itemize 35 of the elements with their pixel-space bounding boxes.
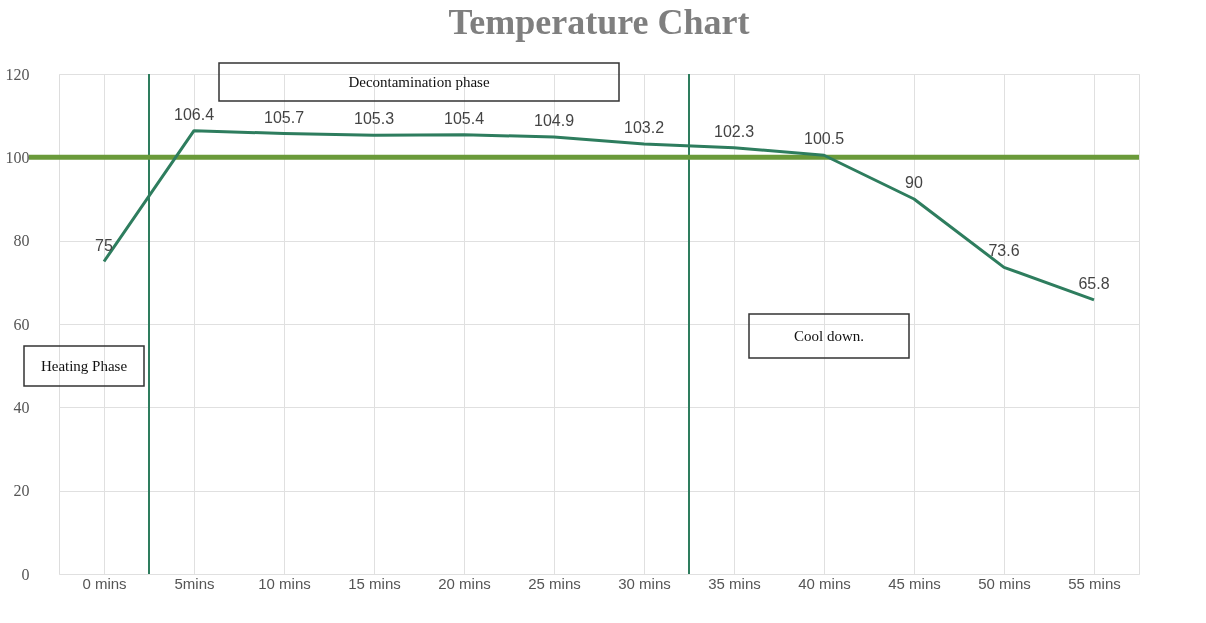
x-tick-label: 0 mins bbox=[82, 574, 127, 592]
data-label: 106.4 bbox=[173, 105, 215, 123]
data-label: 102.3 bbox=[713, 122, 755, 140]
data-label: 105.4 bbox=[443, 109, 485, 127]
data-label: 65.8 bbox=[1078, 274, 1110, 292]
x-tick-label: 10 mins bbox=[258, 574, 311, 592]
data-label: 73.6 bbox=[988, 242, 1020, 260]
x-tick-label: 35 mins bbox=[708, 574, 761, 592]
x-tick-label: 50 mins bbox=[978, 574, 1031, 592]
y-tick-label: 20 bbox=[13, 482, 30, 500]
x-tick-label: 20 mins bbox=[438, 574, 491, 592]
x-tick-label: 45 mins bbox=[888, 574, 941, 592]
data-label: 105.3 bbox=[353, 110, 395, 128]
data-label: 105.7 bbox=[263, 108, 305, 126]
data-label: 100.5 bbox=[803, 130, 845, 148]
data-label: 75 bbox=[95, 236, 113, 254]
data-label: 103.2 bbox=[623, 119, 665, 136]
annotation: Heating Phase bbox=[40, 358, 128, 374]
x-tick-label: 5mins bbox=[174, 574, 215, 592]
x-tick-label: 55 mins bbox=[1068, 574, 1121, 592]
y-tick-label: 40 bbox=[13, 398, 30, 416]
x-tick-label: 30 mins bbox=[618, 574, 671, 592]
y-tick-label: 120 bbox=[5, 65, 30, 83]
annotation: Cool down. bbox=[793, 328, 865, 344]
y-tick-label: 80 bbox=[13, 232, 30, 250]
chart-title: Temperature Chart bbox=[448, 2, 750, 43]
y-tick-label: 60 bbox=[13, 315, 30, 333]
data-label: 90 bbox=[905, 174, 923, 191]
x-tick-label: 40 mins bbox=[798, 574, 851, 592]
x-tick-label: 15 mins bbox=[348, 574, 401, 592]
data-label: 104.9 bbox=[533, 111, 575, 129]
x-tick-label: 25 mins bbox=[528, 574, 581, 592]
annotation: Decontamination phase bbox=[348, 74, 490, 90]
y-tick-label: 0 bbox=[21, 565, 30, 583]
y-tick-label: 100 bbox=[5, 148, 30, 166]
